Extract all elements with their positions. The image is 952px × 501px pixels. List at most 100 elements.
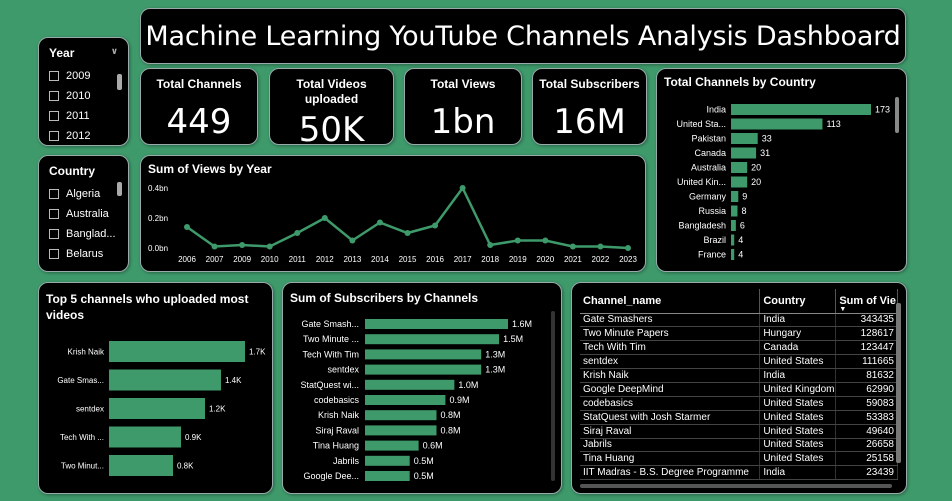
column-header-country[interactable]: Country: [759, 289, 837, 314]
bar[interactable]: [731, 104, 871, 115]
bar[interactable]: [731, 205, 738, 217]
checkbox[interactable]: [49, 131, 59, 141]
data-point[interactable]: [404, 230, 411, 236]
subscribers-by-channel-chart[interactable]: Sum of Subscribers by Channels Gate Smas…: [282, 282, 562, 494]
data-label: 0.8K: [177, 462, 194, 471]
bar[interactable]: [731, 191, 739, 202]
bar[interactable]: [365, 471, 410, 481]
table-row[interactable]: Two Minute Papers Hungary 128617: [580, 326, 898, 342]
bar[interactable]: [365, 349, 482, 360]
table-row[interactable]: Tech With Tim Canada 123447: [580, 340, 898, 356]
country-slicer[interactable]: Country Algeria Australia Banglad... Belaru…: [38, 155, 129, 272]
data-point[interactable]: [294, 230, 301, 236]
category-label: StatQuest wi...: [300, 380, 359, 390]
slicer-scrollbar[interactable]: [117, 74, 122, 90]
cell-country: Hungary: [759, 326, 837, 342]
bar[interactable]: [731, 162, 748, 173]
column-header-channel-name[interactable]: Channel_name: [580, 289, 761, 314]
checkbox[interactable]: [49, 91, 59, 101]
data-point[interactable]: [487, 242, 494, 248]
bar[interactable]: [731, 249, 735, 260]
data-point[interactable]: [376, 219, 383, 226]
bar[interactable]: [731, 234, 735, 246]
bar[interactable]: [109, 341, 245, 362]
data-point[interactable]: [597, 243, 604, 250]
data-label: 0.9M: [449, 395, 469, 405]
category-label: India: [706, 105, 726, 115]
channels-by-country-chart[interactable]: Total Channels by Country India 173 United…: [656, 68, 907, 272]
slicer-item[interactable]: 2009: [49, 66, 118, 86]
bar[interactable]: [365, 395, 446, 405]
table-row[interactable]: Gate Smashers India 343435: [580, 313, 898, 328]
checkbox[interactable]: [49, 189, 59, 199]
bar[interactable]: [365, 364, 482, 375]
bar[interactable]: [731, 147, 757, 159]
data-point[interactable]: [239, 242, 246, 248]
slicer-item[interactable]: Belarus: [49, 244, 118, 264]
table-horizontal-scrollbar[interactable]: [580, 484, 892, 488]
checkbox[interactable]: [49, 249, 59, 259]
table-row[interactable]: Krish Naik India 81632: [580, 368, 898, 383]
slicer-item[interactable]: Algeria: [49, 184, 118, 204]
column-header-views[interactable]: Sum of Vie ▼: [835, 289, 898, 314]
chevron-down-icon[interactable]: ∨: [110, 46, 118, 56]
x-tick-label: 2023: [619, 255, 637, 264]
data-point[interactable]: [211, 243, 218, 250]
data-point[interactable]: [349, 237, 356, 244]
data-point[interactable]: [459, 185, 466, 191]
data-point[interactable]: [266, 243, 273, 250]
views-by-year-chart[interactable]: Sum of Views by Year 0.0bn 0.2bn 0.4bn 2006…: [140, 155, 646, 272]
bar[interactable]: [731, 176, 748, 188]
bar[interactable]: [109, 398, 205, 419]
sort-descending-icon[interactable]: ▼: [839, 305, 847, 313]
data-point[interactable]: [432, 222, 439, 229]
slicer-item[interactable]: 2011: [49, 106, 118, 126]
data-point[interactable]: [321, 215, 328, 221]
table-row[interactable]: codebasics United States 59083: [580, 396, 898, 411]
table-row[interactable]: Siraj Raval United States 49640: [580, 424, 898, 439]
data-point[interactable]: [184, 224, 190, 230]
chart-scrollbar[interactable]: [551, 311, 555, 481]
table-row[interactable]: Google DeepMind United Kingdom 62990: [580, 382, 898, 397]
data-point[interactable]: [569, 243, 576, 250]
table-row[interactable]: Jabrils United States 26658: [580, 438, 898, 453]
bar[interactable]: [109, 455, 173, 476]
bar[interactable]: [731, 220, 736, 231]
year-slicer[interactable]: Year ∨ 2009 2010 2011 2012: [38, 37, 129, 146]
channels-table[interactable]: Channel_name Country Sum of Vie ▼ Gate Sm…: [571, 282, 907, 494]
slicer-item[interactable]: 2012: [49, 126, 118, 145]
bar[interactable]: [731, 133, 758, 144]
data-label: 0.8M: [441, 410, 461, 420]
bar[interactable]: [365, 455, 410, 466]
table-row[interactable]: sentdex United States 111665: [580, 354, 898, 370]
bar[interactable]: [365, 410, 437, 421]
slicer-item[interactable]: Australia: [49, 204, 118, 224]
data-point[interactable]: [625, 245, 631, 251]
bar[interactable]: [365, 440, 419, 451]
data-label: 33: [762, 134, 772, 144]
slicer-item[interactable]: Banglad...: [49, 224, 118, 244]
checkbox[interactable]: [49, 229, 59, 239]
table-row[interactable]: Tina Huang United States 25158: [580, 451, 898, 467]
table-scrollbar[interactable]: [896, 303, 901, 463]
top5-videos-chart[interactable]: Top 5 channels who uploaded most videos …: [38, 282, 273, 494]
slicer-scrollbar[interactable]: [117, 182, 122, 196]
chart-scrollbar[interactable]: [895, 97, 899, 133]
category-label: Google Dee...: [303, 471, 359, 481]
bar[interactable]: [365, 319, 508, 329]
bar[interactable]: [109, 369, 221, 391]
bar[interactable]: [365, 334, 500, 345]
data-point[interactable]: [514, 237, 521, 244]
slicer-item[interactable]: 2010: [49, 86, 118, 106]
bar[interactable]: [365, 425, 437, 436]
checkbox[interactable]: [49, 71, 59, 81]
table-row[interactable]: IIT Madras - B.S. Degree Programme India 2…: [580, 465, 898, 481]
table-row[interactable]: StatQuest with Josh Starmer United States…: [580, 410, 898, 425]
bar[interactable]: [731, 118, 823, 130]
data-point[interactable]: [542, 237, 549, 244]
cell-views: 49640: [835, 424, 898, 439]
bar[interactable]: [365, 379, 455, 390]
checkbox[interactable]: [49, 209, 59, 219]
bar[interactable]: [109, 426, 181, 448]
checkbox[interactable]: [49, 111, 59, 121]
